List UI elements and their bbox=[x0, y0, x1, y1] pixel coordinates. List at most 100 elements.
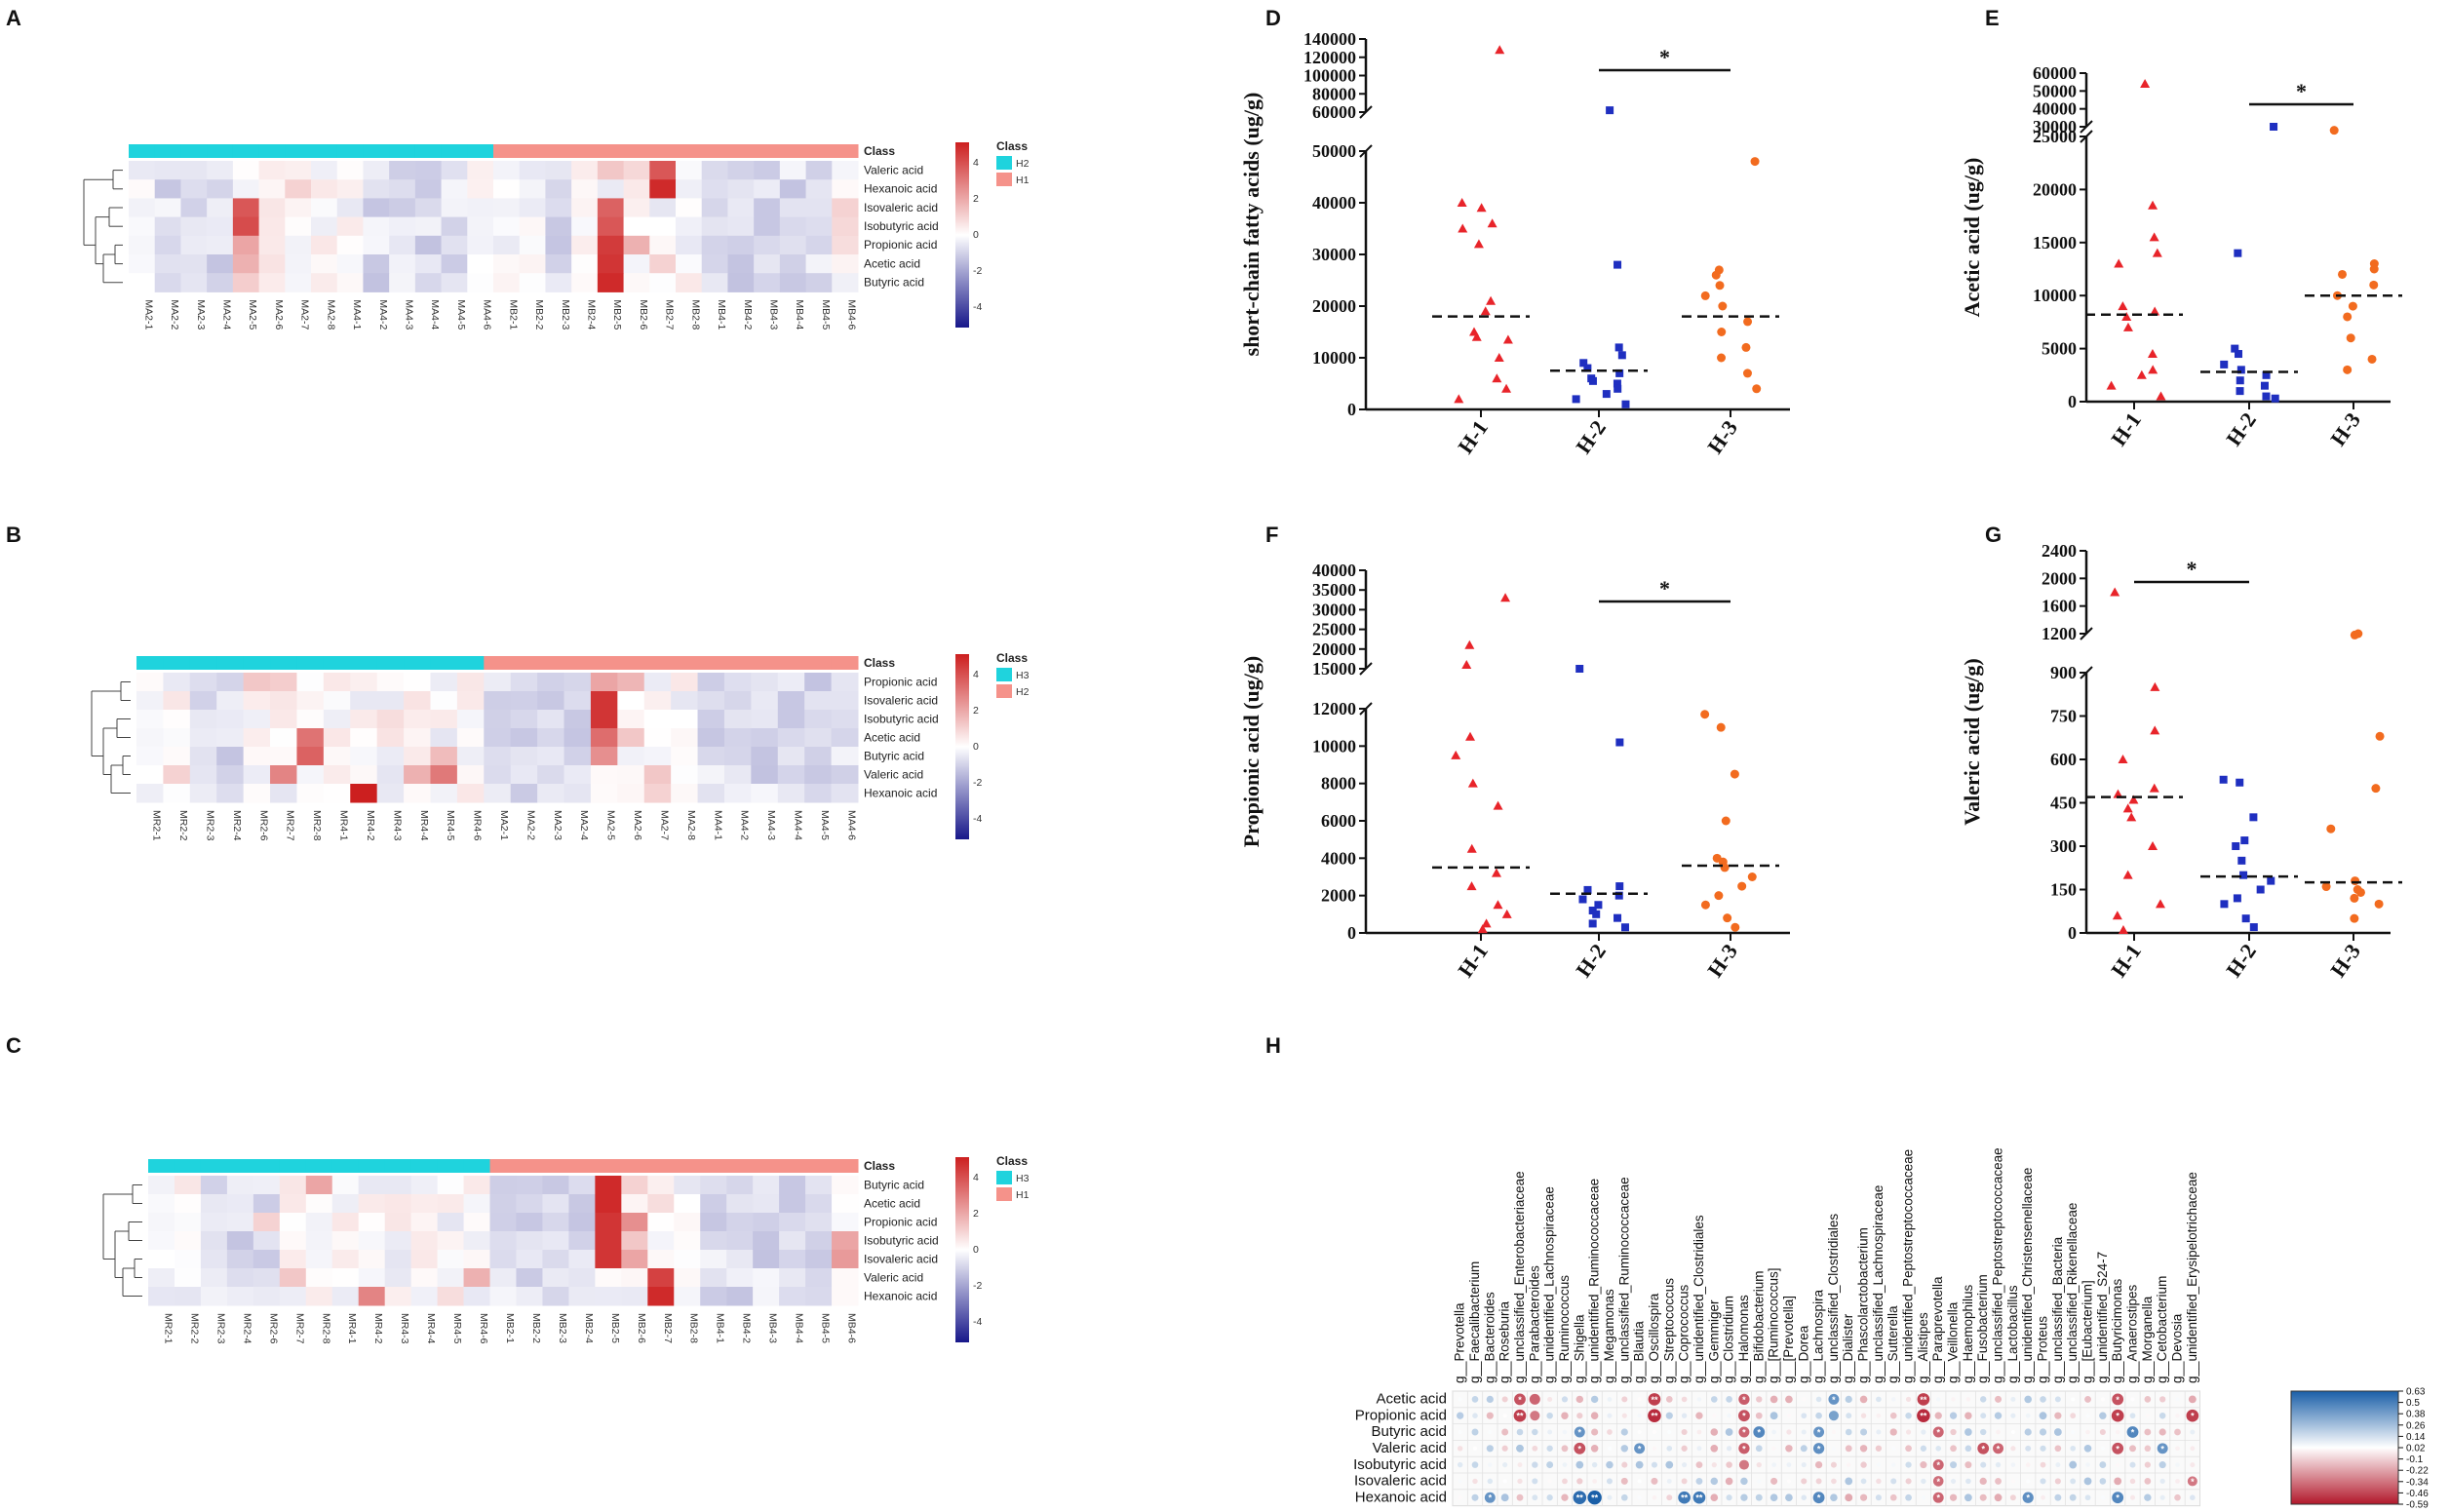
heatmap-cell bbox=[571, 254, 599, 274]
heatmap-cell bbox=[363, 198, 390, 218]
correlation-dot bbox=[2174, 1493, 2181, 1501]
correlation-dot bbox=[1576, 1478, 1583, 1485]
heatmap-cell bbox=[216, 765, 245, 785]
correlation-column-label: g__Anaerostipes bbox=[2125, 1284, 2140, 1383]
heatmap-column-label: MB4-1 bbox=[716, 299, 727, 330]
data-point-triangle bbox=[1494, 353, 1504, 362]
correlation-dot bbox=[1591, 1428, 1599, 1436]
y-tick-label: 15000 bbox=[2033, 233, 2077, 252]
heatmap-cell bbox=[779, 273, 807, 292]
correlation-dot bbox=[1666, 1494, 1673, 1501]
heatmap-cell bbox=[489, 1287, 517, 1306]
correlation-dot bbox=[1995, 1477, 2002, 1485]
heatmap-row-label: Propionic acid bbox=[864, 1215, 937, 1228]
correlation-dot bbox=[1681, 1445, 1688, 1452]
data-point-square bbox=[1572, 395, 1580, 404]
correlation-dot bbox=[1546, 1461, 1554, 1469]
colorbar-tick-label: 0.14 bbox=[2406, 1432, 2426, 1443]
heatmap-cell bbox=[832, 179, 859, 199]
heatmap-column-label: MA4-3 bbox=[404, 299, 415, 330]
class-bar-cell bbox=[456, 656, 485, 670]
y-tick-label: 750 bbox=[2050, 707, 2077, 726]
heatmap-cell bbox=[305, 1176, 333, 1195]
heatmap-cell bbox=[753, 1250, 780, 1269]
data-point-circle bbox=[2351, 876, 2360, 886]
class-bar-cell bbox=[253, 1159, 281, 1173]
correlation-dot bbox=[1828, 1393, 1840, 1405]
class-bar-cell bbox=[258, 144, 286, 158]
significance-mark: * bbox=[1518, 1395, 1522, 1405]
correlation-dot bbox=[1710, 1493, 1719, 1502]
correlation-dot bbox=[1502, 1414, 1507, 1418]
heatmap-column-label: MR4-4 bbox=[425, 1313, 437, 1344]
class-bar-cell bbox=[649, 144, 677, 158]
heatmap-column-label: MB2-5 bbox=[611, 299, 623, 330]
y-tick-label: 1200 bbox=[2042, 624, 2077, 643]
heatmap-cell bbox=[305, 1231, 333, 1251]
heatmap-cell bbox=[279, 1194, 307, 1214]
data-point-circle bbox=[2329, 126, 2339, 136]
heatmap-cell bbox=[571, 216, 599, 237]
heatmap-cell bbox=[542, 1268, 569, 1288]
correlation-column-label: g__Paraprevotella bbox=[1930, 1276, 1945, 1383]
heatmap-cell bbox=[437, 1194, 465, 1214]
correlation-dot bbox=[2010, 1429, 2015, 1435]
data-point-square bbox=[1606, 106, 1614, 115]
heatmap-cell bbox=[510, 691, 538, 711]
correlation-dot bbox=[1637, 1397, 1642, 1402]
heatmap-cell bbox=[519, 161, 546, 180]
correlation-dot bbox=[1547, 1479, 1552, 1484]
correlation-dot bbox=[1800, 1445, 1808, 1453]
y-tick-label: 120000 bbox=[1303, 48, 1356, 67]
heatmap-cell bbox=[296, 728, 325, 748]
heatmap-cell bbox=[537, 784, 565, 803]
heatmap-cell bbox=[174, 1194, 202, 1214]
correlation-dot bbox=[1457, 1446, 1463, 1452]
panel-label-f: F bbox=[1265, 523, 1278, 547]
heatmap-cell bbox=[258, 198, 286, 218]
heatmap-column-label: MR4-4 bbox=[418, 810, 430, 841]
data-point-triangle bbox=[2110, 587, 2120, 597]
heatmap-cell bbox=[243, 765, 271, 785]
heatmap-cell bbox=[148, 1287, 175, 1306]
y-tick-label: 1600 bbox=[2042, 597, 2077, 616]
class-bar-cell bbox=[414, 144, 443, 158]
heatmap-cell bbox=[804, 691, 833, 711]
heatmap-cell bbox=[726, 1194, 754, 1214]
correlation-dot bbox=[1696, 1397, 1702, 1402]
data-point-circle bbox=[2369, 280, 2379, 290]
data-point-square bbox=[2233, 894, 2241, 903]
correlation-dot bbox=[1547, 1429, 1553, 1435]
class-bar-cell bbox=[493, 144, 521, 158]
heatmap-cell bbox=[323, 710, 351, 729]
x-category-label: H-1 bbox=[2106, 408, 2146, 450]
heatmap-cell bbox=[384, 1268, 412, 1288]
heatmap-cell bbox=[779, 161, 807, 180]
heatmap-column-label: MA2-2 bbox=[525, 810, 536, 840]
correlation-dot bbox=[1831, 1446, 1837, 1451]
data-point-square bbox=[2236, 376, 2244, 385]
data-point-circle bbox=[2321, 882, 2331, 892]
heatmap-cell bbox=[832, 161, 859, 180]
heatmap-cell bbox=[484, 710, 512, 729]
heatmap-cell bbox=[350, 710, 378, 729]
heatmap-cell bbox=[493, 179, 521, 199]
heatmap-cell bbox=[163, 673, 191, 692]
correlation-dot bbox=[1769, 1412, 1778, 1420]
heatmap-cell bbox=[484, 747, 512, 766]
correlation-column-label: g__unclassified_Clostridiales bbox=[1826, 1214, 1841, 1383]
correlation-dot bbox=[1665, 1396, 1673, 1403]
data-point-square bbox=[1614, 913, 1622, 922]
correlation-dot bbox=[1876, 1413, 1882, 1418]
heatmap-cell bbox=[270, 765, 297, 785]
correlation-row-label: Isobutyric acid bbox=[1353, 1456, 1447, 1473]
heatmap-cell bbox=[595, 1213, 622, 1232]
heatmap-cell bbox=[590, 691, 618, 711]
correlation-dot bbox=[2039, 1428, 2047, 1436]
heatmap-cell bbox=[163, 784, 191, 803]
correlation-dot bbox=[1665, 1412, 1673, 1419]
correlation-dot bbox=[1725, 1428, 1733, 1436]
correlation-dot bbox=[1606, 1460, 1614, 1469]
class-bar-cell bbox=[804, 656, 833, 670]
heatmap-column-label: MA4-6 bbox=[845, 810, 857, 840]
